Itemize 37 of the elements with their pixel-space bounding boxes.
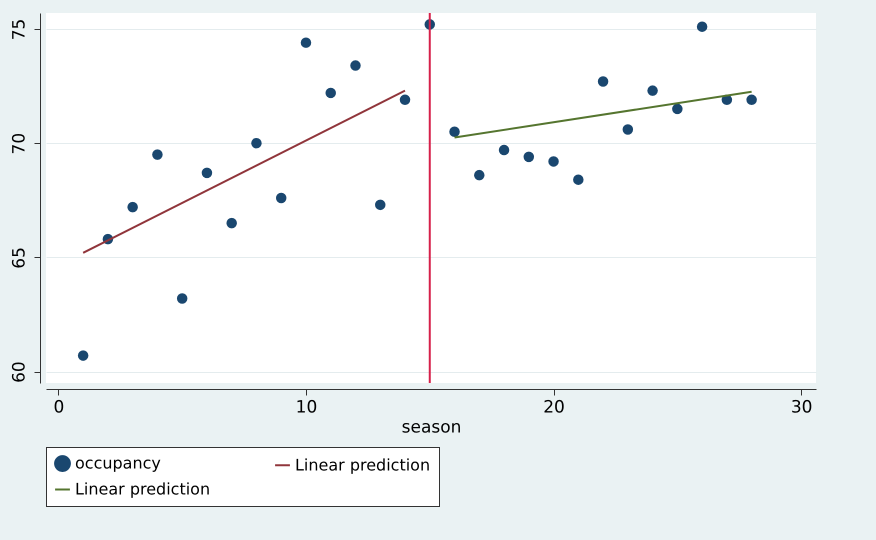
x-tick-label: 30: [790, 398, 812, 418]
x-tick-label: 10: [296, 398, 318, 418]
point: [746, 94, 757, 106]
point: [78, 350, 88, 361]
point: [474, 170, 485, 180]
y-tick-label: 70: [10, 132, 30, 155]
point: [202, 168, 212, 178]
point: [647, 85, 658, 96]
y-tick-label: 60: [10, 361, 30, 383]
point: [251, 138, 262, 148]
point: [548, 156, 559, 167]
x-tick-label: 0: [53, 398, 64, 418]
point: [696, 21, 708, 32]
point: [672, 104, 683, 114]
x-tick-label: 20: [543, 398, 565, 418]
point: [300, 37, 312, 48]
point: [400, 94, 410, 106]
point: [524, 152, 534, 162]
legend-label: Linear prediction: [295, 455, 430, 474]
legend-label: Linear prediction: [75, 480, 210, 498]
point: [127, 202, 138, 212]
point: [573, 174, 584, 185]
point: [325, 88, 336, 98]
y-tick-label: 75: [10, 18, 30, 40]
legend-label: occupancy: [75, 454, 161, 473]
point: [375, 200, 386, 210]
point: [276, 192, 286, 204]
y-tick-label: 65: [10, 247, 30, 269]
point: [350, 60, 361, 71]
x-axis-title: season: [402, 418, 462, 438]
point: [498, 144, 510, 156]
point: [176, 293, 188, 304]
point: [598, 76, 608, 87]
point: [449, 126, 460, 137]
point: [152, 149, 163, 160]
point: [622, 124, 634, 135]
point: [226, 218, 237, 228]
